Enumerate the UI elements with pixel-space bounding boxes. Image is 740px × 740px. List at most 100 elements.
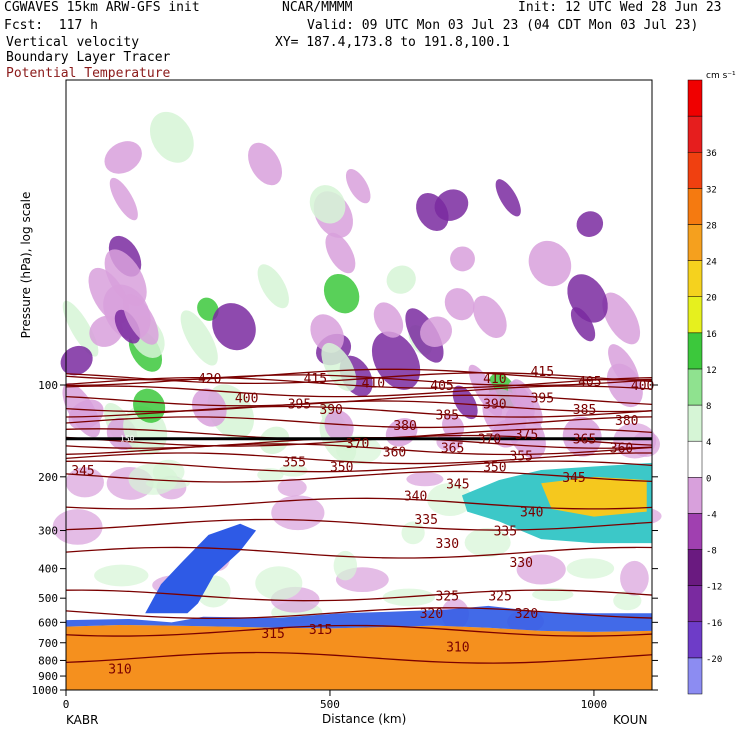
y-tick-label: 600 bbox=[38, 616, 58, 629]
colorbar-tick-label: 32 bbox=[706, 185, 717, 195]
velocity-cell bbox=[324, 410, 354, 442]
colorbar-segment bbox=[687, 549, 703, 586]
velocity-cell bbox=[248, 142, 283, 186]
theta-contour-420 bbox=[65, 372, 653, 385]
theta-contour-label: 345 bbox=[562, 471, 585, 486]
model-title: CGWAVES 15km ARW-GFS init bbox=[4, 0, 200, 15]
colorbar-tick-label: 24 bbox=[706, 258, 717, 268]
velocity-cell bbox=[436, 432, 463, 452]
theta-contour-label: 380 bbox=[615, 414, 638, 429]
velocity-cell bbox=[309, 185, 346, 224]
velocity-cell bbox=[613, 591, 642, 611]
velocity-cell bbox=[62, 300, 99, 357]
tropopause-label: 150 bbox=[120, 435, 135, 444]
velocity-cell bbox=[464, 528, 511, 557]
end-station-label: KOUN bbox=[613, 713, 648, 727]
theta-contour-label: 335 bbox=[494, 525, 517, 540]
theta-contour-360 bbox=[65, 443, 653, 456]
colorbar-segment bbox=[687, 657, 703, 695]
colorbar-segment bbox=[687, 260, 703, 297]
theta-contour-label: 410 bbox=[362, 376, 385, 391]
theta-contour-label: 325 bbox=[436, 590, 459, 605]
velocity-cell bbox=[473, 295, 507, 339]
velocity-cell bbox=[406, 472, 444, 487]
velocity-cell bbox=[345, 169, 371, 204]
velocity-cell bbox=[212, 303, 256, 351]
theta-contour-320 bbox=[65, 607, 653, 620]
theta-contour-label: 415 bbox=[304, 372, 327, 387]
theta-contour-310 bbox=[65, 651, 653, 664]
theta-contour-label: 330 bbox=[509, 556, 532, 571]
velocity-cell bbox=[123, 294, 159, 345]
colorbar-tick-label: -12 bbox=[706, 583, 722, 593]
velocity-cell bbox=[386, 265, 416, 294]
theta-contour-325 bbox=[65, 589, 653, 602]
tracer-plume bbox=[145, 523, 257, 614]
theta-contour-label: 355 bbox=[282, 455, 305, 470]
theta-contour-label: 400 bbox=[631, 379, 654, 394]
theta-contour-335 bbox=[65, 518, 653, 531]
y-tick-label: 1000 bbox=[32, 684, 59, 697]
theta-contour-345 bbox=[65, 470, 653, 483]
theta-contour-label: 380 bbox=[393, 419, 416, 434]
theta-contour-label: 405 bbox=[430, 379, 453, 394]
field-vertical-velocity: Vertical velocity bbox=[6, 35, 140, 50]
velocity-cell bbox=[566, 558, 615, 579]
colorbar-tick-label: -16 bbox=[706, 619, 722, 629]
velocity-cell bbox=[416, 192, 449, 232]
colorbar-tick-label: 0 bbox=[706, 474, 711, 484]
theta-contour-330 bbox=[65, 546, 653, 559]
colorbar-tick-label: 16 bbox=[706, 330, 717, 340]
x-axis-title: Distance (km) bbox=[322, 712, 407, 726]
velocity-cell bbox=[88, 267, 130, 324]
theta-contour-label: 325 bbox=[488, 590, 511, 605]
velocity-cell bbox=[492, 419, 521, 448]
colorbar-segment bbox=[687, 513, 703, 550]
colorbar-segment bbox=[687, 115, 703, 153]
y-tick-label: 800 bbox=[38, 654, 58, 667]
colorbar-tick-label: 28 bbox=[706, 221, 717, 231]
cross-section-endpoints: XY= 187.4,173.8 to 191.8,100.1 bbox=[275, 35, 510, 50]
theta-contour-label: 415 bbox=[531, 365, 554, 380]
theta-contour-label: 355 bbox=[509, 449, 532, 464]
y-axis-title: Pressure (hPa), log scale bbox=[19, 192, 33, 339]
velocity-cell bbox=[277, 478, 307, 497]
velocity-cell bbox=[450, 246, 475, 272]
velocity-cell bbox=[333, 550, 358, 581]
velocity-cell bbox=[109, 177, 138, 221]
y-tick-label: 100 bbox=[38, 379, 58, 392]
colorbar-segment bbox=[687, 477, 703, 514]
velocity-cell bbox=[104, 141, 142, 174]
theta-contour-label: 315 bbox=[261, 627, 284, 642]
y-tick-label: 700 bbox=[38, 637, 58, 650]
velocity-cell bbox=[562, 416, 602, 457]
colorbar-segment bbox=[687, 224, 703, 261]
field-boundary-layer-tracer: Boundary Layer Tracer bbox=[6, 50, 171, 65]
colorbar-tick-label: -20 bbox=[706, 655, 722, 665]
velocity-cell bbox=[271, 495, 325, 531]
colorbar-tick-label: 4 bbox=[706, 438, 711, 448]
velocity-cell bbox=[507, 381, 535, 419]
colorbar-segment bbox=[687, 151, 703, 189]
velocity-cell bbox=[180, 310, 218, 366]
colorbar-tick-label: -8 bbox=[706, 547, 717, 557]
y-tick-label: 300 bbox=[38, 525, 58, 538]
theta-contour-label: 320 bbox=[515, 607, 538, 622]
colorbar-segment bbox=[687, 585, 703, 623]
theta-contour-355 bbox=[65, 452, 653, 465]
theta-contour-label: 360 bbox=[383, 445, 406, 460]
velocity-cell bbox=[323, 273, 360, 314]
field-potential-temperature: Potential Temperature bbox=[6, 66, 171, 81]
colorbar-segment bbox=[687, 368, 703, 406]
velocity-cell bbox=[310, 314, 344, 353]
theta-contour-label: 385 bbox=[573, 403, 596, 418]
valid-time: Valid: 09 UTC Mon 03 Jul 23 (04 CDT Mon … bbox=[307, 18, 699, 33]
theta-contour-380 bbox=[65, 416, 653, 429]
theta-contour-400 bbox=[65, 385, 653, 398]
theta-contour-label: 375 bbox=[515, 428, 538, 443]
theta-contour-350 bbox=[65, 460, 653, 473]
theta-contour-label: 340 bbox=[520, 506, 543, 521]
x-tick-label: 0 bbox=[63, 698, 70, 711]
velocity-cell bbox=[516, 554, 566, 585]
